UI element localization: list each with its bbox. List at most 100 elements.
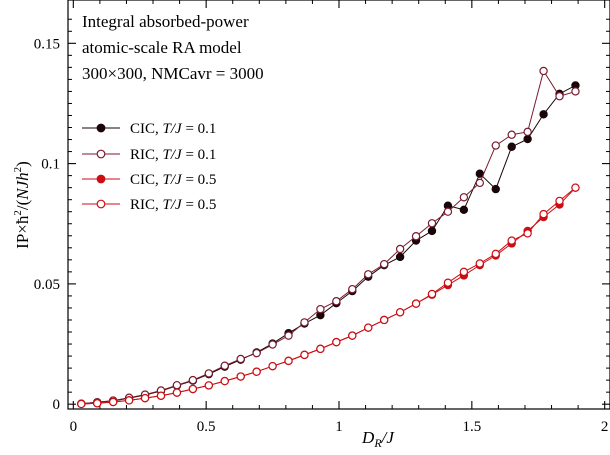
data-point xyxy=(475,178,485,188)
x-axis-label: DR/J xyxy=(361,428,395,450)
series-4 xyxy=(77,183,580,409)
data-point xyxy=(395,252,405,262)
data-point xyxy=(411,299,421,308)
data-point xyxy=(300,350,309,360)
data-point xyxy=(443,207,453,216)
axis-tick-labels: 0 0.5 1 1.5 2 0 0.05 0.1 0.15 xyxy=(34,36,609,435)
data-point xyxy=(507,236,516,245)
data-point xyxy=(252,348,261,358)
data-point xyxy=(507,142,516,151)
data-point xyxy=(459,205,469,214)
data-point xyxy=(108,397,118,407)
data-point xyxy=(172,388,182,397)
data-point xyxy=(427,226,437,236)
data-point xyxy=(523,229,532,238)
legend-label: RIC, T/J = 0.5 xyxy=(130,197,216,213)
data-point xyxy=(300,318,309,327)
annotation: Integral absorbed-power atomic-scale RA … xyxy=(82,12,264,83)
data-point xyxy=(475,259,485,268)
data-point xyxy=(523,127,532,137)
y-tick-label: 0 xyxy=(53,397,61,413)
data-point xyxy=(539,110,548,119)
data-point xyxy=(140,393,150,403)
data-point xyxy=(77,399,86,409)
axis-ticks xyxy=(68,0,610,409)
x-tick-label: 0.5 xyxy=(197,419,216,435)
series-2 xyxy=(77,66,580,408)
data-point xyxy=(220,361,229,370)
data-point xyxy=(395,308,405,317)
data-point xyxy=(204,381,214,390)
y-tick-label: 0.1 xyxy=(41,157,60,173)
data-point xyxy=(204,369,214,378)
legend: CIC, T/J = 0.1 RIC, T/J = 0.1 CIC, T/J = 0… xyxy=(82,121,216,213)
data-point xyxy=(188,375,198,385)
data-point xyxy=(443,278,453,287)
data-point xyxy=(427,219,437,228)
x-tick-label: 2 xyxy=(601,419,609,435)
series-line xyxy=(81,187,576,405)
data-point xyxy=(395,244,405,254)
y-axis-label: IP×ħ2/(NJh2) xyxy=(12,161,32,249)
data-point xyxy=(491,249,500,259)
series-3 xyxy=(77,183,580,409)
data-point xyxy=(348,331,357,340)
legend-marker xyxy=(96,174,106,184)
data-point xyxy=(284,331,293,340)
data-point xyxy=(364,270,373,279)
series-line xyxy=(81,187,576,405)
data-point xyxy=(539,209,548,219)
legend-entry-2: RIC, T/J = 0.1 xyxy=(82,147,216,163)
data-point xyxy=(348,284,357,294)
legend-marker xyxy=(96,123,106,133)
data-point xyxy=(332,337,341,347)
data-point xyxy=(220,376,229,386)
y-tick-label: 0.05 xyxy=(34,277,60,293)
data-series xyxy=(77,66,580,409)
legend-label: CIC, T/J = 0.1 xyxy=(130,121,216,137)
legend-marker xyxy=(96,199,106,209)
annotation-line-2: atomic-scale RA model xyxy=(82,38,242,57)
legend-entry-1: CIC, T/J = 0.1 xyxy=(82,121,216,137)
annotation-line-3: 300×300, NMCavr = 3000 xyxy=(82,64,264,83)
data-point xyxy=(268,340,277,349)
x-tick-label: 0 xyxy=(70,419,78,435)
x-tick-label: 1.5 xyxy=(462,419,481,435)
data-point xyxy=(364,323,373,332)
data-point xyxy=(571,87,580,96)
data-point xyxy=(316,304,325,314)
data-point xyxy=(555,92,564,101)
data-point xyxy=(539,66,548,76)
data-point xyxy=(236,372,245,381)
data-point xyxy=(379,259,389,269)
data-point xyxy=(491,184,500,194)
data-point xyxy=(236,354,245,364)
data-point xyxy=(459,267,469,277)
data-point xyxy=(188,384,198,394)
y-tick-label: 0.15 xyxy=(34,36,60,52)
data-point xyxy=(124,396,134,405)
legend-marker xyxy=(96,149,106,159)
x-tick-label: 1 xyxy=(335,419,343,435)
data-point xyxy=(523,134,532,144)
data-point xyxy=(571,183,580,192)
data-point xyxy=(284,356,293,366)
data-point xyxy=(252,367,261,376)
data-point xyxy=(332,297,341,306)
data-point xyxy=(507,130,516,139)
data-point xyxy=(411,232,421,241)
annotation-line-1: Integral absorbed-power xyxy=(82,12,249,31)
data-point xyxy=(427,289,437,299)
data-point xyxy=(459,193,469,202)
data-point xyxy=(268,361,277,371)
data-point xyxy=(93,399,102,408)
data-point xyxy=(491,141,500,150)
legend-entry-4: RIC, T/J = 0.5 xyxy=(82,197,216,213)
data-point xyxy=(156,391,166,400)
data-point xyxy=(555,196,564,206)
legend-entry-3: CIC, T/J = 0.5 xyxy=(82,172,216,188)
legend-label: CIC, T/J = 0.5 xyxy=(130,172,216,188)
legend-label: RIC, T/J = 0.1 xyxy=(130,147,216,163)
data-point xyxy=(316,344,325,354)
